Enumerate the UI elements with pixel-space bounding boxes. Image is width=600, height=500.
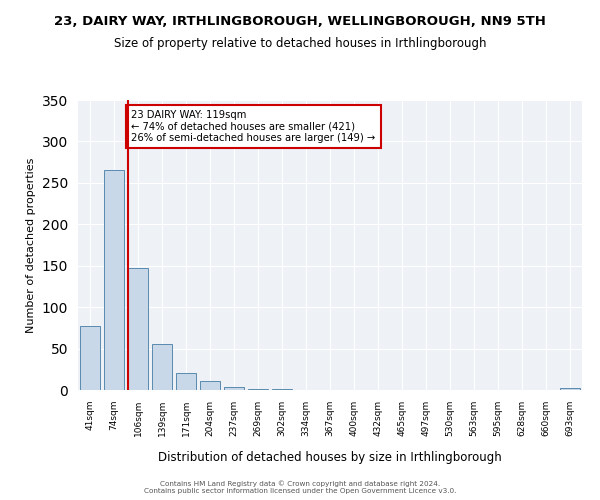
Text: Size of property relative to detached houses in Irthlingborough: Size of property relative to detached ho…: [114, 38, 486, 51]
Bar: [224, 386, 244, 390]
Y-axis label: Number of detached properties: Number of detached properties: [26, 158, 37, 332]
Bar: [152, 344, 172, 390]
Text: Contains HM Land Registry data © Crown copyright and database right 2024.
Contai: Contains HM Land Registry data © Crown c…: [144, 480, 456, 494]
Text: Distribution of detached houses by size in Irthlingborough: Distribution of detached houses by size …: [158, 451, 502, 464]
Bar: [176, 374, 196, 390]
Bar: [560, 388, 580, 390]
Bar: [248, 389, 268, 390]
Text: 23, DAIRY WAY, IRTHLINGBOROUGH, WELLINGBOROUGH, NN9 5TH: 23, DAIRY WAY, IRTHLINGBOROUGH, WELLINGB…: [54, 15, 546, 28]
Bar: [128, 268, 148, 390]
Bar: [272, 389, 292, 390]
Bar: [80, 326, 100, 390]
Bar: [104, 170, 124, 390]
Text: 23 DAIRY WAY: 119sqm
← 74% of detached houses are smaller (421)
26% of semi-deta: 23 DAIRY WAY: 119sqm ← 74% of detached h…: [131, 110, 376, 143]
Bar: [200, 381, 220, 390]
